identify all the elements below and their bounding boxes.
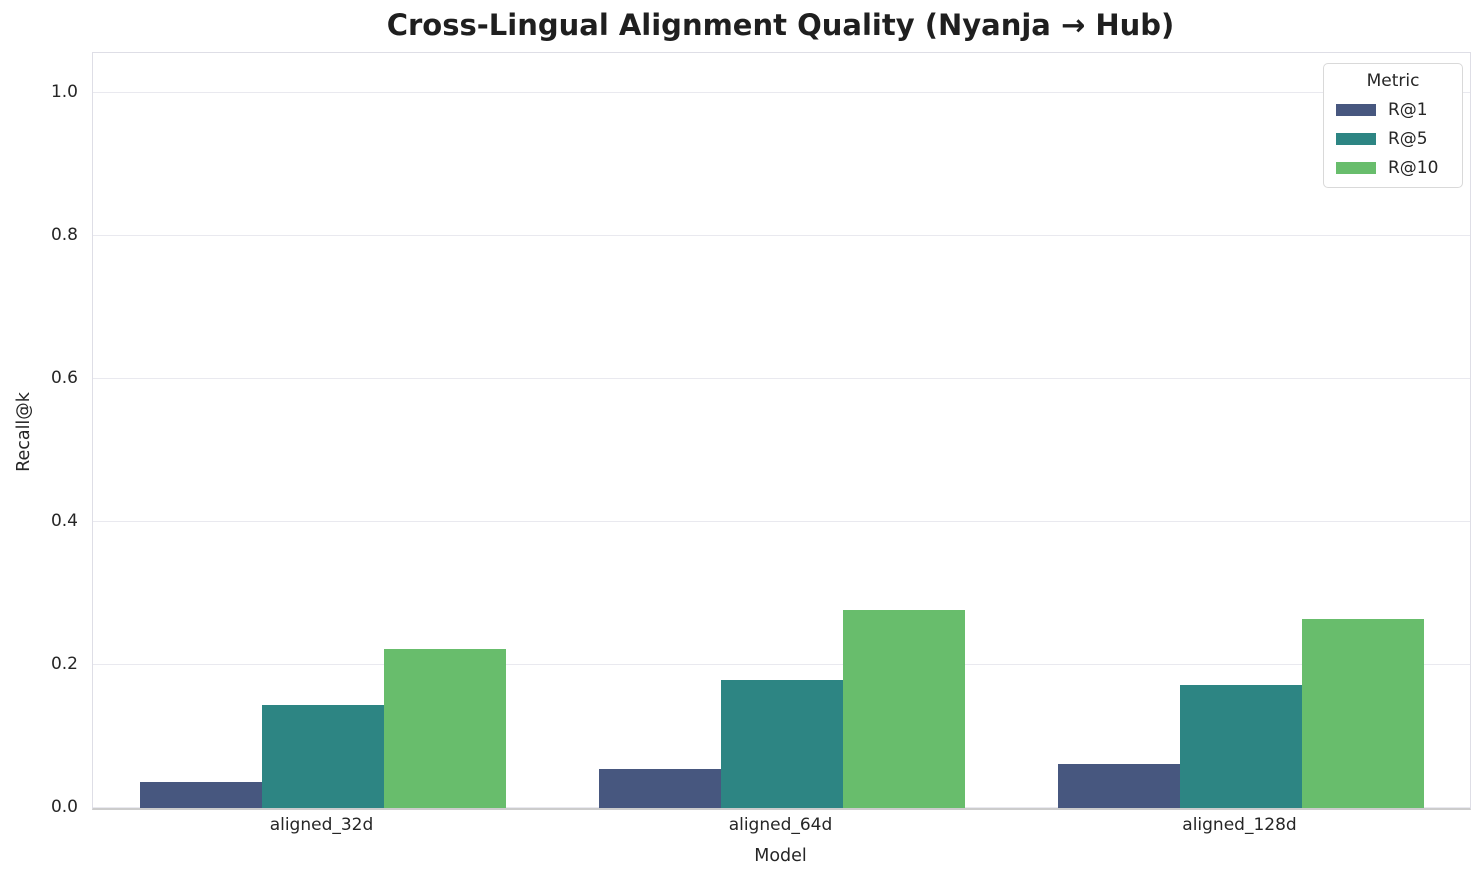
xtick-label-aligned_64d: aligned_64d: [728, 815, 833, 835]
y-axis-label: Recall@k: [14, 392, 34, 472]
bar-aligned_128d-R@10: [1301, 619, 1424, 808]
legend-entry-R@10: R@10: [1324, 153, 1462, 182]
ytick-label-1.0: 1.0: [50, 82, 78, 103]
bar-aligned_128d-R@5: [1179, 685, 1302, 808]
chart-title: Cross-Lingual Alignment Quality (Nyanja …: [386, 8, 1175, 42]
legend-entries: R@1 R@5 R@10: [1324, 95, 1462, 182]
legend-entry-R@5: R@5: [1324, 124, 1462, 153]
bar-aligned_64d-R@5: [720, 680, 843, 808]
gridline-y-0.4: [93, 521, 1470, 523]
gridline-y-0.2: [93, 664, 1470, 666]
xtick-label-aligned_32d: aligned_32d: [269, 815, 374, 835]
gridline-y-0.6: [93, 378, 1470, 380]
bar-aligned_32d-R@5: [261, 705, 384, 808]
ytick-label-0.2: 0.2: [50, 654, 78, 674]
legend-label: R@10: [1388, 157, 1439, 178]
plot-area: Metric R@1 R@5 R@10: [92, 52, 1471, 810]
x-axis-label: Model: [754, 846, 807, 866]
bar-aligned_32d-R@1: [139, 782, 262, 808]
xtick-label-aligned_128d: aligned_128d: [1182, 815, 1297, 835]
bar-aligned_64d-R@10: [842, 609, 965, 808]
legend-label: R@1: [1388, 99, 1428, 120]
legend-title: Metric: [1366, 71, 1420, 91]
ytick-label-0.6: 0.6: [50, 368, 78, 389]
gridline-y-1.0: [93, 92, 1470, 94]
gridline-y-0.8: [93, 235, 1470, 237]
bar-aligned_128d-R@1: [1057, 764, 1180, 808]
legend-swatch-icon: [1336, 161, 1376, 174]
ytick-label-0.8: 0.8: [50, 225, 78, 246]
ytick-label-0.4: 0.4: [50, 511, 78, 531]
legend-entry-R@1: R@1: [1324, 95, 1462, 124]
legend: Metric R@1 R@5 R@10: [1323, 63, 1463, 188]
bar-aligned_64d-R@1: [598, 769, 721, 808]
legend-swatch-icon: [1336, 132, 1376, 145]
legend-label: R@5: [1388, 128, 1428, 149]
ytick-label-0.0: 0.0: [50, 797, 78, 817]
bar-aligned_32d-R@10: [383, 648, 506, 808]
legend-swatch-icon: [1336, 103, 1376, 116]
